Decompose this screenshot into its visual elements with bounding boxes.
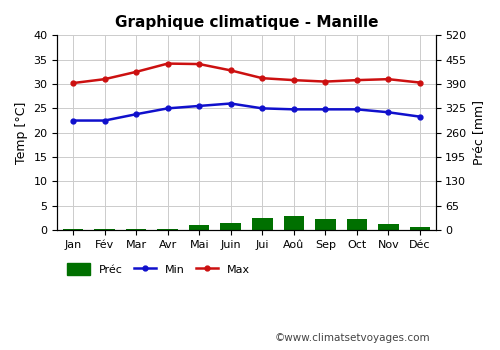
Bar xyxy=(315,219,336,230)
Legend: Préc, Min, Max: Préc, Min, Max xyxy=(63,259,254,279)
Bar xyxy=(252,218,272,230)
Bar xyxy=(410,227,430,230)
Bar xyxy=(378,224,398,230)
Bar xyxy=(189,225,210,230)
Bar xyxy=(63,229,84,230)
Bar xyxy=(126,229,146,230)
Y-axis label: Temp [°C]: Temp [°C] xyxy=(15,102,28,164)
Title: Graphique climatique - Manille: Graphique climatique - Manille xyxy=(114,15,378,30)
Bar xyxy=(220,223,241,230)
Y-axis label: Préc [mm]: Préc [mm] xyxy=(472,100,485,165)
Bar xyxy=(284,216,304,230)
Bar xyxy=(158,229,178,230)
Text: ©www.climatsetvoyages.com: ©www.climatsetvoyages.com xyxy=(275,333,430,343)
Bar xyxy=(94,229,115,230)
Bar xyxy=(346,219,367,230)
